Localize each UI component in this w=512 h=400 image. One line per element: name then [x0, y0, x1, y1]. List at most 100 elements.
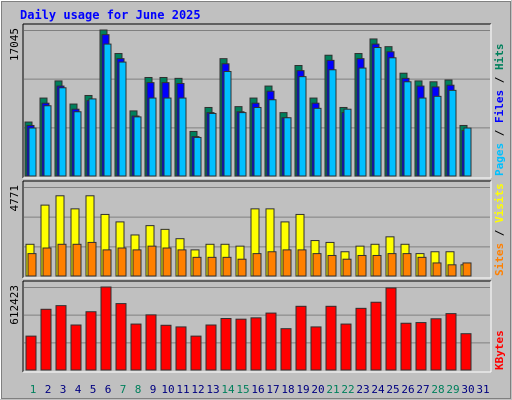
x-tick-label-day-12: 12 [191, 383, 204, 396]
bar-kbytes-day-8 [130, 323, 142, 371]
x-axis-day-labels: 1 2 3 4 5 6 7 8 9 10 11 12 13 14 15 16 17 18 19 20 21 22 23 24 2… [30, 383, 490, 396]
bar-pages-day-24 [373, 47, 382, 177]
bar-sites-day-22 [342, 258, 352, 277]
x-tick-label-day-13: 13 [206, 383, 219, 396]
x-tick-label-day-11: 11 [176, 383, 189, 396]
bar-sites-day-19 [297, 249, 307, 277]
bar-sites-day-23 [357, 254, 367, 277]
x-tick-label-day-10: 10 [161, 383, 174, 396]
bar-kbytes-day-10 [160, 324, 172, 371]
bar-pages-day-4 [73, 111, 82, 177]
bar-sites-day-16 [252, 253, 262, 277]
bar-kbytes-day-22 [340, 323, 352, 371]
bar-pages-day-25 [388, 57, 397, 177]
x-tick-label-day-31: 31 [476, 383, 489, 396]
bar-sites-day-8 [132, 249, 142, 277]
bar-pages-day-22 [343, 108, 352, 177]
legend-text: Sites / Visits [493, 183, 506, 276]
bar-sites-day-9 [147, 245, 157, 277]
bar-pages-day-8 [133, 116, 142, 177]
x-tick-label-day-5: 5 [90, 383, 97, 396]
legend-entry-kbytes: KBytes [493, 330, 506, 370]
bar-sites-day-6 [102, 249, 112, 277]
bar-sites-day-4 [72, 243, 82, 277]
x-tick-label-day-3: 3 [60, 383, 67, 396]
x-tick-label-day-28: 28 [431, 383, 444, 396]
legend-visits-sites: Sites / Visits [493, 183, 506, 276]
bar-sites-day-13 [207, 256, 217, 277]
bar-pages-day-28 [433, 95, 442, 177]
bar-kbytes-day-30 [460, 333, 472, 371]
x-tick-label-day-21: 21 [326, 383, 339, 396]
x-tick-label-day-17: 17 [266, 383, 279, 396]
panel-hits-files-pages: 17045 Pages / Files / Hits [8, 23, 506, 179]
panel-kbytes: 612423 KBytes [8, 280, 506, 373]
bar-sites-day-18 [282, 249, 292, 277]
x-tick-label-day-25: 25 [386, 383, 399, 396]
bar-kbytes-day-3 [55, 305, 67, 371]
bar-kbytes-day-25 [385, 287, 397, 371]
bar-sites-day-21 [327, 254, 337, 277]
bar-kbytes-day-26 [400, 322, 412, 371]
x-tick-label-day-7: 7 [120, 383, 127, 396]
x-tick-label-day-27: 27 [416, 383, 429, 396]
bar-pages-day-30 [463, 127, 472, 177]
bar-kbytes-day-19 [295, 305, 307, 371]
legend-hits-files-pages: Pages / Files / Hits [493, 44, 506, 177]
bar-kbytes-day-23 [355, 307, 367, 371]
x-tick-label-day-6: 6 [105, 383, 112, 396]
x-tick-label-day-30: 30 [461, 383, 474, 396]
legend-text: KBytes [493, 330, 506, 370]
x-tick-label-day-4: 4 [75, 383, 82, 396]
bar-kbytes-day-2 [40, 308, 52, 371]
chart-panels: 17045 Pages / Files / Hits 4771 Sites / Vis… [8, 23, 506, 373]
legend-text: Pages / Files / Hits [493, 44, 506, 177]
bar-kbytes-day-12 [190, 335, 202, 371]
bar-sites-day-28 [432, 262, 442, 277]
x-tick-label-day-14: 14 [221, 383, 235, 396]
x-tick-label-day-1: 1 [30, 383, 37, 396]
bar-pages-day-20 [313, 107, 322, 177]
y-axis-max-label: 4771 [8, 185, 21, 212]
bar-kbytes-day-28 [430, 318, 442, 371]
bar-pages-day-6 [103, 43, 112, 177]
bar-pages-day-17 [268, 99, 277, 177]
legend-entry-pages: Pages [493, 143, 506, 176]
bar-sites-day-3 [57, 243, 67, 277]
bar-kbytes-day-20 [310, 326, 322, 371]
bar-sites-day-5 [87, 241, 97, 277]
bar-kbytes-day-7 [115, 303, 127, 371]
x-tick-label-day-15: 15 [236, 383, 249, 396]
x-tick-label-day-19: 19 [296, 383, 309, 396]
panel-visits-sites: 4771 Sites / Visits [8, 180, 506, 279]
bar-pages-day-29 [448, 89, 457, 177]
bar-sites-day-1 [27, 253, 37, 277]
chart-title: Daily usage for June 2025 [20, 8, 201, 22]
x-tick-label-day-8: 8 [135, 383, 142, 396]
bar-kbytes-day-5 [85, 311, 97, 371]
x-tick-label-day-29: 29 [446, 383, 459, 396]
legend-entry-files: Files [493, 90, 506, 123]
bar-pages-day-11 [178, 97, 187, 177]
x-tick-label-day-22: 22 [341, 383, 354, 396]
bar-kbytes-day-27 [415, 322, 427, 371]
legend-entry-sites: Sites [493, 243, 506, 276]
bar-sites-day-20 [312, 253, 322, 277]
x-tick-label-day-9: 9 [150, 383, 157, 396]
y-axis-max-label: 612423 [8, 285, 21, 325]
bar-sites-day-17 [267, 251, 277, 277]
bar-pages-day-27 [418, 97, 427, 177]
x-tick-label-day-20: 20 [311, 383, 324, 396]
bar-sites-day-12 [192, 256, 202, 277]
bar-sites-day-26 [402, 253, 412, 277]
bar-sites-day-24 [372, 254, 382, 277]
bar-kbytes-day-6 [100, 286, 112, 371]
bar-pages-day-26 [403, 81, 412, 177]
bar-pages-day-15 [238, 112, 247, 177]
bar-sites-day-10 [162, 247, 172, 277]
x-tick-label-day-24: 24 [371, 383, 385, 396]
bar-pages-day-13 [208, 112, 217, 177]
